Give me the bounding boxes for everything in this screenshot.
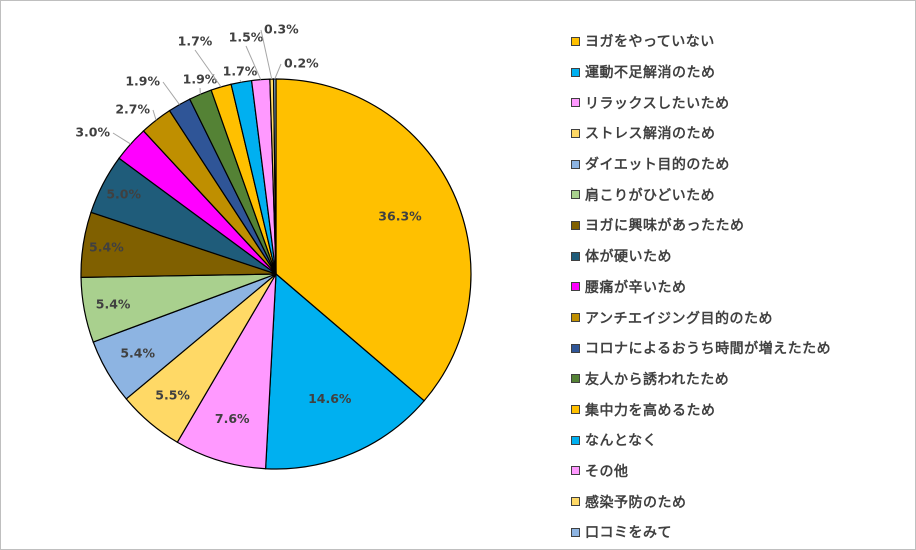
legend-label: 集中力を高めるため xyxy=(585,402,716,419)
slice-value-label: 5.4% xyxy=(89,239,124,254)
slice-value-label: 3.0% xyxy=(75,125,110,140)
slice-value-label: 1.9% xyxy=(183,72,218,87)
legend-label: 肩こりがひどいため xyxy=(585,187,716,204)
slice-value-label: 1.7% xyxy=(178,34,213,49)
leader-line xyxy=(152,109,157,121)
slice-value-label: 2.7% xyxy=(115,102,150,117)
legend-label: 感染予防のため xyxy=(585,494,687,511)
legend-label: アンチエイジング目的のため xyxy=(585,310,773,327)
legend-item: 口コミをみて xyxy=(571,517,831,548)
legend-item: その他 xyxy=(571,456,831,487)
leader-line xyxy=(245,45,262,80)
leader-line xyxy=(194,49,222,88)
legend-label: コロナによるおうち時間が増えたため xyxy=(585,341,832,358)
legend-swatch xyxy=(571,98,580,108)
legend-label: 友人から誘われたため xyxy=(585,371,730,388)
legend-label: 腰痛が辛いため xyxy=(585,279,687,296)
legend-swatch xyxy=(571,405,580,415)
leader-line xyxy=(260,29,273,80)
leader-line xyxy=(112,132,131,145)
legend-label: リラックスしたいため xyxy=(585,95,730,112)
pie-slice xyxy=(275,78,472,402)
legend-item: なんとなく xyxy=(571,425,831,456)
legend-swatch xyxy=(571,282,580,292)
legend-item: 肩こりがひどいため xyxy=(571,179,831,210)
legend-item: アンチエイジング目的のため xyxy=(571,302,831,333)
legend-item: ヨガをやっていない xyxy=(571,26,831,57)
legend-swatch xyxy=(571,128,580,138)
legend-item: 運動不足解消のため xyxy=(571,57,831,88)
legend-swatch xyxy=(571,36,580,46)
slice-value-label: 5.4% xyxy=(96,296,131,311)
legend-swatch xyxy=(571,159,580,169)
pie-slice xyxy=(264,272,426,470)
legend-item: 体が硬いため xyxy=(571,241,831,272)
legend-label: その他 xyxy=(585,463,629,480)
pie-slice xyxy=(272,78,277,275)
legend-item: 集中力を高めるため xyxy=(571,394,831,425)
legend-item: ヨガに興味があったため xyxy=(571,210,831,241)
legend-label: 体が硬いため xyxy=(585,249,672,266)
legend-swatch xyxy=(571,313,580,323)
legend-swatch xyxy=(571,466,580,476)
legend-label: 口コミをみて xyxy=(585,525,672,542)
slice-value-label: 7.6% xyxy=(215,411,250,426)
legend-swatch xyxy=(571,67,580,77)
leader-line xyxy=(239,79,242,83)
legend-label: ヨガをやっていない xyxy=(585,34,715,51)
legend-item: リラックスしたいため xyxy=(571,87,831,118)
slice-value-label: 14.6% xyxy=(308,391,352,406)
legend-item: 友人から誘われたため xyxy=(571,364,831,395)
slice-value-label: 5.0% xyxy=(106,186,141,201)
legend-swatch xyxy=(571,343,580,353)
legend-swatch xyxy=(571,251,580,261)
chart-legend: ヨガをやっていない 運動不足解消のため リラックスしたいため ストレス解消のため ダイエ… xyxy=(571,26,831,548)
legend-swatch xyxy=(571,497,580,507)
leader-line xyxy=(162,81,180,105)
legend-label: ダイエット目的のため xyxy=(585,157,730,174)
legend-item: 腰痛が辛いため xyxy=(571,272,831,303)
legend-item: コロナによるおうち時間が増えたため xyxy=(571,333,831,364)
legend-swatch xyxy=(571,190,580,200)
slice-value-label: 1.7% xyxy=(223,64,258,79)
leader-line xyxy=(274,63,282,80)
slice-value-label: 1.5% xyxy=(229,30,264,45)
legend-item: ストレス解消のため xyxy=(571,118,831,149)
legend-swatch xyxy=(571,527,580,537)
slice-value-label: 5.4% xyxy=(120,346,155,361)
legend-swatch xyxy=(571,374,580,384)
legend-label: 運動不足解消のため xyxy=(585,65,716,82)
slice-value-label: 1.9% xyxy=(125,74,160,89)
legend-item: ダイエット目的のため xyxy=(571,149,831,180)
legend-swatch xyxy=(571,220,580,230)
legend-label: ヨガに興味があったため xyxy=(585,218,745,235)
legend-label: ストレス解消のため xyxy=(585,126,716,143)
slice-value-label: 0.2% xyxy=(284,56,319,71)
slice-value-label: 5.5% xyxy=(155,387,190,402)
legend-label: なんとなく xyxy=(585,433,658,450)
legend-swatch xyxy=(571,435,580,445)
legend-item: 感染予防のため xyxy=(571,486,831,517)
slice-value-label: 36.3% xyxy=(378,208,422,223)
slice-value-label: 0.3% xyxy=(264,22,299,37)
